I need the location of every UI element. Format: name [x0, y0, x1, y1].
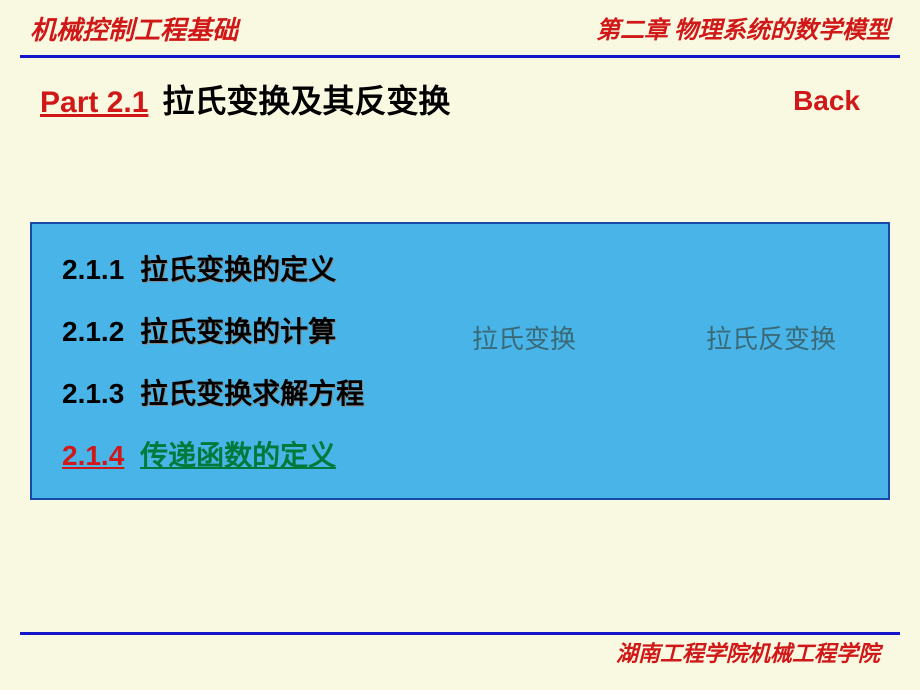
section-title-row: Part 2.1 拉氏变换及其反变换 [0, 58, 920, 122]
part-link[interactable]: Part 2.1 [40, 86, 148, 120]
toc-number: 2.1.3 [62, 378, 124, 409]
back-link[interactable]: Back [793, 85, 860, 117]
side-label-right[interactable]: 拉氏反变换 [706, 319, 836, 356]
toc-item[interactable]: 2.1.3 拉氏变换求解方程 [62, 372, 864, 412]
toc-text: 拉氏变换的计算 [140, 316, 336, 347]
side-label-left[interactable]: 拉氏变换 [472, 319, 576, 356]
bottom-divider [20, 632, 900, 635]
section-title: 拉氏变换及其反变换 [162, 76, 450, 122]
toc-number: 2.1.1 [62, 254, 124, 285]
toc-item[interactable]: 2.1.1 拉氏变换的定义 [62, 248, 864, 288]
toc-box: 2.1.1 拉氏变换的定义 2.1.2 拉氏变换的计算 2.1.3 拉氏变换求解… [30, 222, 890, 500]
toc-number: 2.1.2 [62, 316, 124, 347]
toc-text: 传递函数的定义 [140, 440, 336, 471]
chapter-title: 第二章 物理系统的数学模型 [596, 10, 890, 47]
toc-number: 2.1.4 [62, 440, 124, 471]
footer-institution: 湖南工程学院机械工程学院 [616, 636, 880, 668]
slide-header: 机械控制工程基础 第二章 物理系统的数学模型 [0, 0, 920, 55]
toc-item-active[interactable]: 2.1.4 传递函数的定义 [62, 434, 864, 474]
toc-text: 拉氏变换的定义 [140, 254, 336, 285]
toc-text: 拉氏变换求解方程 [140, 378, 364, 409]
side-labels: 拉氏变换 拉氏反变换 [472, 319, 836, 356]
course-title: 机械控制工程基础 [30, 10, 238, 47]
